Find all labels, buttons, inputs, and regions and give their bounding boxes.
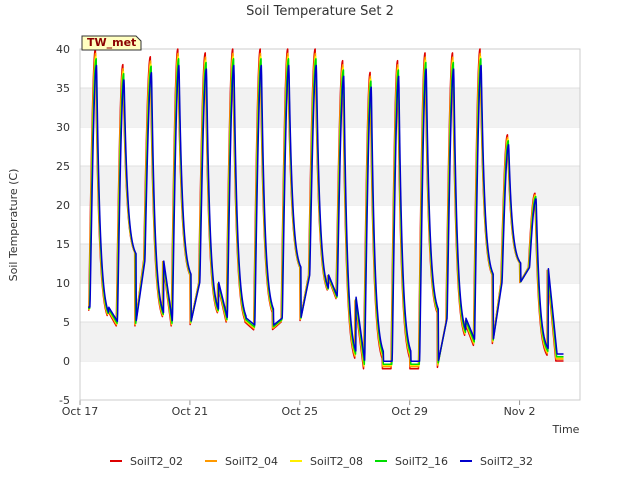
site-label-box: TW_met <box>81 35 142 51</box>
grid-band <box>80 166 580 205</box>
y-axis-ticks: -5 0 5 10 15 20 25 30 35 40 <box>56 43 70 407</box>
legend-label: SoilT2_04 <box>225 455 278 468</box>
grid-band <box>80 88 580 127</box>
y-tick-label: 5 <box>63 316 70 329</box>
x-tick-label: Nov 2 <box>504 405 536 418</box>
series-line-SoilT2_32 <box>87 64 564 362</box>
grid-band <box>80 322 580 361</box>
site-label: TW_met <box>87 36 136 49</box>
y-tick-label: 10 <box>56 277 70 290</box>
y-axis-label: Soil Temperature (C) <box>7 169 20 282</box>
y-tick-label: 0 <box>63 355 70 368</box>
y-tick-label: 35 <box>56 82 70 95</box>
plot-frame <box>79 48 581 401</box>
x-tick-label: Oct 29 <box>391 405 428 418</box>
series-lines <box>87 48 564 370</box>
chart-title: Soil Temperature Set 2 <box>246 4 394 19</box>
y-tick-label: 40 <box>56 43 70 56</box>
legend-label: SoilT2_32 <box>480 455 533 468</box>
legend-label: SoilT2_16 <box>395 455 448 468</box>
y-tick-label: 30 <box>56 121 70 134</box>
y-tick-label: 25 <box>56 160 70 173</box>
y-tick-label: 15 <box>56 238 70 251</box>
x-axis-ticks: Oct 17 Oct 21 Oct 25 Oct 29 Nov 2 <box>62 400 536 418</box>
legend: SoilT2_02 SoilT2_04 SoilT2_08 SoilT2_16 Soil… <box>110 455 533 468</box>
y-tick-label: -5 <box>59 394 70 407</box>
x-tick-label: Oct 21 <box>172 405 209 418</box>
legend-label: SoilT2_08 <box>310 455 363 468</box>
x-axis-label: Time <box>552 423 580 436</box>
x-tick-label: Oct 25 <box>282 405 319 418</box>
legend-label: SoilT2_02 <box>130 455 183 468</box>
x-tick-label: Oct 17 <box>62 405 99 418</box>
y-tick-label: 20 <box>56 199 70 212</box>
